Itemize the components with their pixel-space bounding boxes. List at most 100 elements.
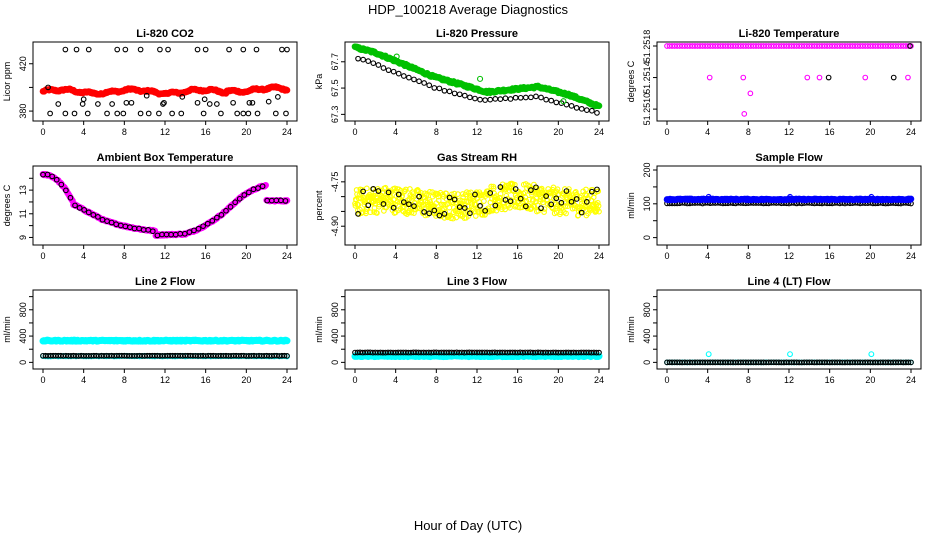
y-tick-label: 11: [18, 209, 28, 218]
data-point: [528, 187, 534, 193]
data-point: [283, 110, 289, 117]
data-point: [572, 189, 579, 195]
plot-frame: [656, 41, 922, 122]
data-point: [553, 99, 560, 106]
data-point: [467, 210, 473, 217]
data-point: [179, 94, 186, 100]
data-point: [522, 94, 529, 101]
plot-frame: [32, 41, 298, 122]
data-point: [282, 198, 289, 204]
x-tick-label: 12: [472, 375, 482, 385]
data-point: [223, 207, 229, 214]
data-point: [507, 198, 514, 205]
data-point: [226, 46, 232, 53]
data-point: [236, 195, 243, 202]
data-point: [393, 53, 400, 60]
data-point: [594, 110, 600, 116]
data-point: [573, 196, 580, 202]
data-point: [543, 193, 549, 199]
data-point: [907, 43, 913, 49]
data-point: [411, 76, 417, 83]
data-point: [905, 74, 911, 81]
y-tick-label: 800: [330, 302, 340, 317]
data-point: [234, 110, 241, 117]
x-tick-label: 4: [393, 127, 398, 137]
y-tick-label: 200: [642, 162, 652, 177]
data-point: [84, 110, 91, 117]
y-tick-label: 51.2510: [642, 93, 652, 126]
x-tick-label: 16: [513, 127, 523, 137]
data-point: [76, 205, 83, 211]
data-point: [122, 46, 129, 53]
x-tick-label: 12: [160, 375, 170, 385]
data-point: [538, 205, 544, 212]
data-point: [426, 210, 433, 217]
data-point: [573, 105, 580, 111]
x-tick-label: 0: [40, 375, 45, 385]
x-tick-label: 4: [705, 375, 710, 385]
data-point: [62, 110, 69, 117]
data-point: [426, 188, 433, 195]
data-point: [81, 207, 88, 213]
y-tick-label: 13: [18, 185, 28, 195]
y-axis-label: ml/min: [2, 316, 12, 343]
data-point: [85, 46, 92, 53]
data-point: [385, 189, 392, 196]
data-point: [200, 223, 206, 230]
data-point: [517, 94, 524, 101]
data-point: [502, 197, 509, 203]
data-point: [284, 352, 290, 359]
data-point: [583, 107, 590, 113]
data-point: [497, 190, 504, 197]
data-point: [578, 209, 585, 216]
data-point: [241, 192, 248, 198]
data-point: [408, 209, 415, 216]
data-point: [456, 204, 463, 210]
x-tick-label: 4: [393, 251, 398, 261]
y-axis-label: ml/min: [314, 316, 324, 343]
x-tick-label: 20: [865, 375, 875, 385]
x-tick-label: 8: [122, 251, 127, 261]
data-point: [446, 204, 453, 211]
data-point: [376, 203, 382, 210]
data-point: [161, 99, 167, 106]
data-point: [363, 185, 370, 192]
x-tick-label: 24: [282, 127, 292, 137]
data-point: [471, 201, 478, 207]
x-tick-label: 8: [434, 127, 439, 137]
data-point: [375, 188, 382, 194]
data-point: [461, 92, 468, 99]
data-point: [165, 46, 171, 53]
data-point: [214, 214, 220, 221]
data-point: [145, 110, 152, 117]
data-point: [461, 205, 468, 211]
data-point: [55, 101, 62, 107]
y-axis-label: percent: [314, 190, 324, 221]
data-point: [481, 198, 487, 204]
x-tick-label: 8: [434, 375, 439, 385]
x-tick-label: 0: [664, 375, 669, 385]
panel-line2: Line 2 Flow 0 4 8 12 16 20 24 0 400 800 ml/min: [2, 276, 298, 385]
page-title: HDP_100218 Average Diagnostics: [368, 2, 568, 17]
x-tick-label: 16: [513, 375, 523, 385]
panel-title: Sample Flow: [755, 152, 823, 164]
data-point: [512, 186, 519, 192]
data-point: [380, 65, 387, 71]
x-tick-label: 4: [81, 127, 86, 137]
x-tick-label: 24: [906, 251, 916, 261]
data-point: [595, 102, 603, 110]
data-point: [446, 88, 453, 95]
panel-sample: Sample Flow 0 4 8 12 16 20 24 0 100 200 ml/min: [626, 152, 922, 261]
y-tick-label: 67.5: [330, 79, 340, 97]
data-point: [400, 204, 407, 211]
data-point: [149, 228, 156, 235]
data-point: [507, 96, 514, 102]
panel-title: Li-820 Temperature: [739, 28, 840, 40]
data-point: [476, 75, 484, 82]
x-tick-label: 12: [784, 127, 794, 137]
y-tick-label: 420: [18, 56, 28, 71]
data-point: [283, 86, 291, 94]
data-point: [868, 193, 875, 200]
x-tick-label: 0: [40, 251, 45, 261]
